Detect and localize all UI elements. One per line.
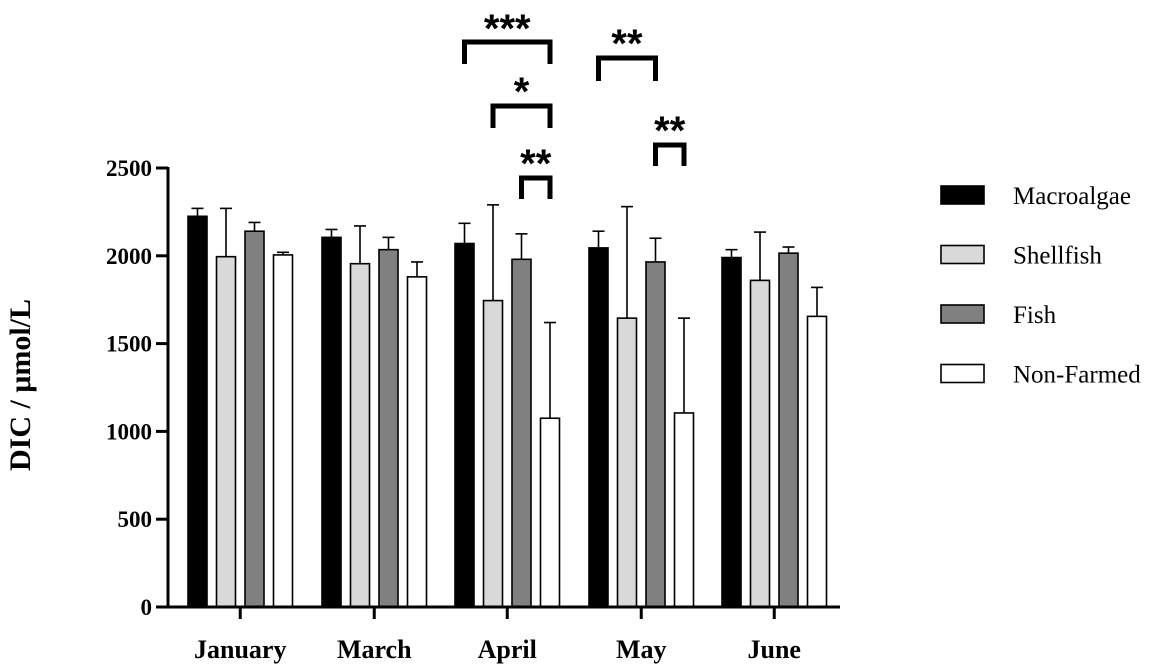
y-tick-label: 500 bbox=[118, 507, 153, 532]
bar-fish-january bbox=[244, 230, 265, 608]
bar-macroalgae-january bbox=[187, 215, 208, 608]
significance-bracket bbox=[462, 39, 553, 64]
legend-swatch-non-farmed bbox=[940, 363, 985, 384]
bar-shellfish-april bbox=[482, 299, 504, 608]
y-tick-label: 2500 bbox=[106, 156, 152, 181]
legend-swatch-fish bbox=[940, 304, 985, 324]
bar-fish-may bbox=[645, 261, 666, 608]
significance-bracket bbox=[596, 55, 658, 81]
legend-swatch-macroalgae bbox=[940, 185, 985, 205]
bar-macroalgae-april bbox=[454, 242, 475, 608]
bar-non-farmed-march bbox=[406, 276, 428, 608]
bar-macroalgae-june bbox=[721, 256, 742, 608]
legend-label-shellfish: Shellfish bbox=[1013, 243, 1102, 270]
bar-macroalgae-may bbox=[588, 247, 609, 608]
bar-shellfish-march bbox=[349, 262, 371, 608]
y-tick-label: 2000 bbox=[106, 244, 152, 269]
significance-label: ** bbox=[520, 142, 552, 186]
y-tick-label: 1000 bbox=[106, 419, 152, 444]
bar-fish-june bbox=[778, 252, 799, 608]
bar-shellfish-may bbox=[616, 317, 638, 608]
bar-macroalgae-march bbox=[321, 236, 342, 608]
bar-shellfish-january bbox=[215, 255, 237, 608]
legend-swatch-shellfish bbox=[940, 244, 985, 265]
chart-legend: Macroalgae Shellfish Fish Non-Farmed bbox=[940, 183, 1141, 389]
bar-shellfish-june bbox=[749, 279, 771, 608]
bar-non-farmed-may bbox=[673, 412, 695, 608]
significance-bracket bbox=[490, 103, 553, 128]
chart-marks bbox=[187, 204, 828, 608]
bar-fish-april bbox=[511, 258, 532, 608]
significance-label: * bbox=[514, 70, 530, 114]
x-tick-label-may: May bbox=[616, 635, 667, 664]
significance-label: ** bbox=[611, 22, 643, 66]
bar-non-farmed-january bbox=[272, 254, 294, 608]
chart-axes: 0 500 1000 1500 2000 2500 January March April May… bbox=[106, 156, 840, 664]
legend-label-macroalgae: Macroalgae bbox=[1013, 183, 1131, 210]
y-tick-label: 1500 bbox=[106, 332, 152, 357]
legend-label-non-farmed: Non-Farmed bbox=[1013, 362, 1141, 389]
y-axis-title-group: DIC / μmol/L bbox=[4, 299, 37, 471]
significance-annotations: ********** bbox=[462, 7, 687, 199]
y-tick-label: 0 bbox=[141, 595, 153, 620]
y-axis-title: DIC / μmol/L bbox=[4, 299, 37, 471]
bar-fish-march bbox=[378, 248, 399, 608]
significance-bracket bbox=[519, 175, 553, 199]
significance-label: *** bbox=[484, 7, 531, 51]
significance-label: ** bbox=[654, 109, 686, 153]
significance-bracket bbox=[653, 142, 687, 166]
x-tick-label-june: June bbox=[748, 635, 801, 664]
bar-non-farmed-april bbox=[539, 417, 561, 608]
legend-label-fish: Fish bbox=[1013, 302, 1057, 329]
bar-non-farmed-june bbox=[806, 315, 828, 608]
x-tick-label-april: April bbox=[478, 635, 537, 664]
x-tick-label-january: January bbox=[194, 635, 286, 664]
x-tick-label-march: March bbox=[337, 635, 412, 664]
